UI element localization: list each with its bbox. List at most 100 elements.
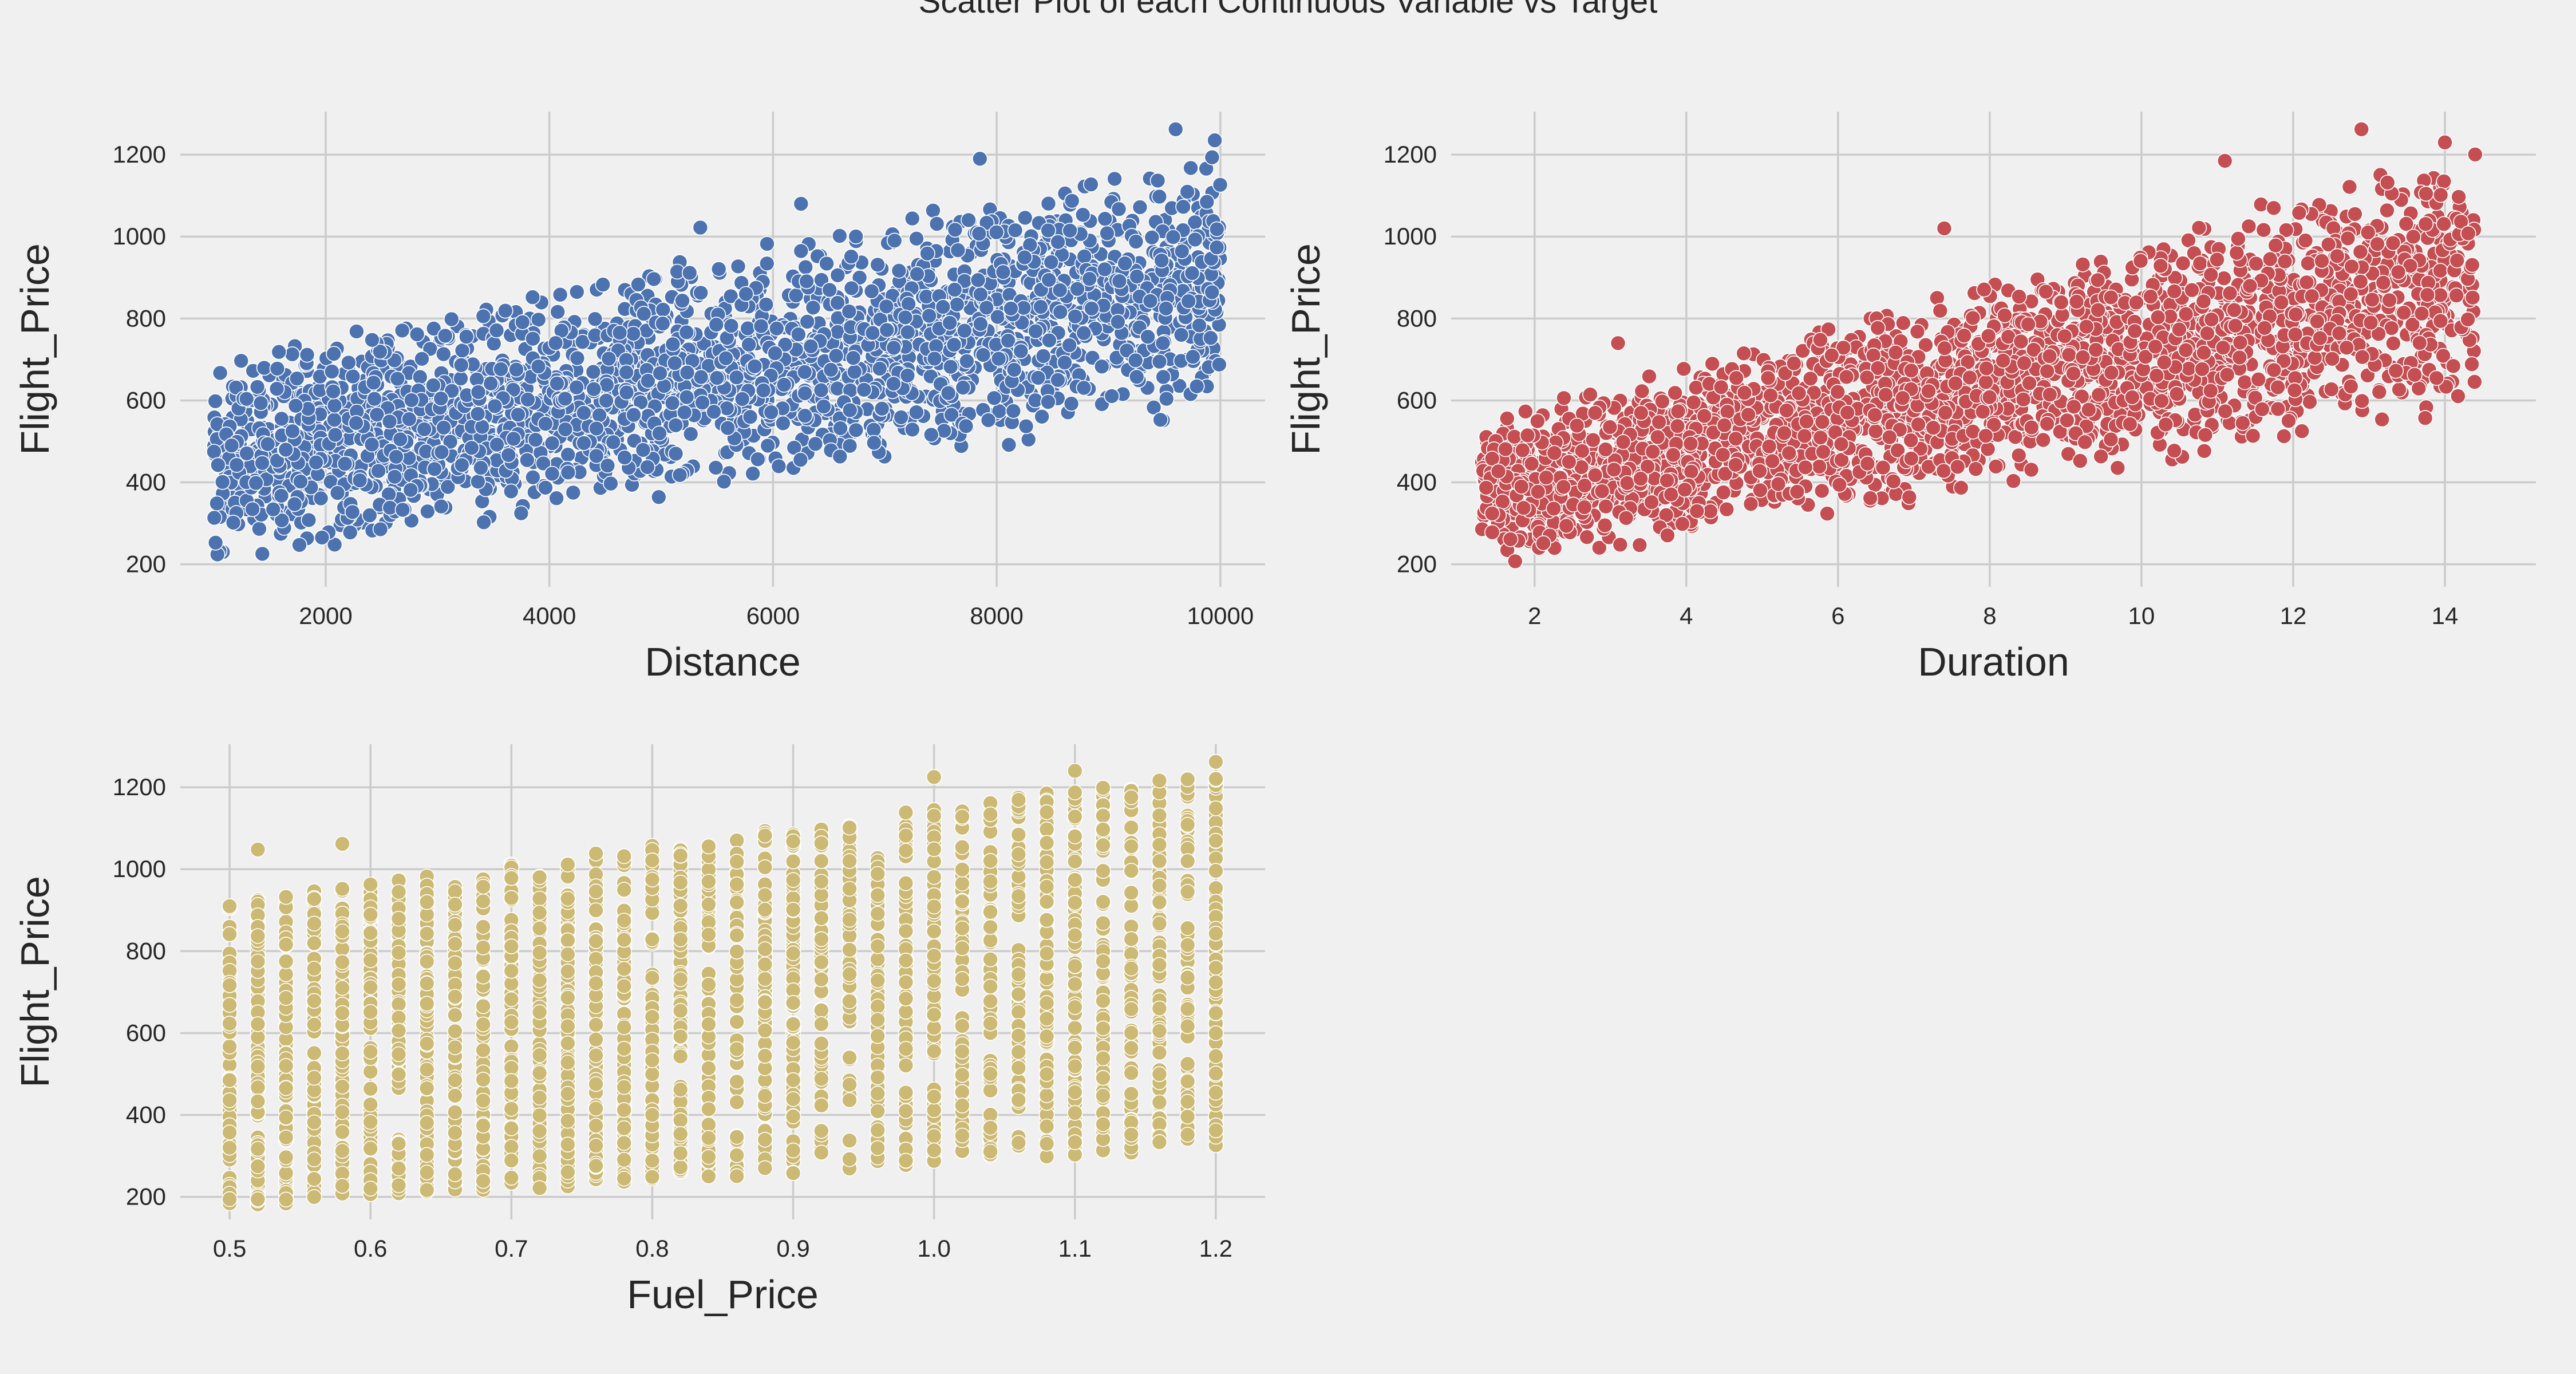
scatter-point xyxy=(758,297,775,313)
scatter-points-duration xyxy=(1474,121,2483,570)
scatter-point xyxy=(813,382,829,398)
scatter-point xyxy=(326,412,342,428)
scatter-point xyxy=(2385,335,2401,352)
scatter-point xyxy=(942,358,959,375)
scatter-point xyxy=(209,495,225,512)
scatter-point xyxy=(425,377,441,393)
scatter-point xyxy=(599,457,616,474)
scatter-point xyxy=(520,392,536,408)
scatter-point xyxy=(409,326,425,342)
scatter-point xyxy=(2065,365,2081,382)
scatter-point xyxy=(625,326,642,342)
scatter-point xyxy=(720,420,736,436)
scatter-point xyxy=(1013,343,1029,360)
scatter-point xyxy=(248,475,264,491)
scatter-point xyxy=(797,408,813,424)
scatter-point xyxy=(971,226,987,242)
scatter-point xyxy=(1104,388,1120,404)
scatter-point xyxy=(2277,253,2293,270)
scatter-point xyxy=(514,314,531,330)
scatter-point xyxy=(767,345,783,361)
scatter-point xyxy=(832,228,848,244)
scatter-point xyxy=(314,530,330,546)
scatter-point xyxy=(1530,413,1546,429)
scatter-point xyxy=(2226,302,2242,318)
scatter-point xyxy=(738,286,754,302)
y-tick-label: 1000 xyxy=(1384,223,1437,250)
scatter-point xyxy=(1018,418,1034,435)
y-axis-label: Flight_Price xyxy=(1283,243,1328,455)
scatter-point xyxy=(278,441,294,458)
scatter-point xyxy=(210,457,226,473)
scatter-point xyxy=(386,468,403,485)
y-tick-label: 200 xyxy=(126,551,166,578)
scatter-point xyxy=(950,242,966,258)
scatter-point xyxy=(2464,289,2481,306)
scatter-point xyxy=(1499,410,1515,427)
scatter-point xyxy=(741,337,757,353)
scatter-point xyxy=(591,407,607,424)
x-axis-label: Duration xyxy=(1918,639,2069,684)
scatter-point xyxy=(560,464,576,481)
scatter-point xyxy=(351,472,368,488)
scatter-point xyxy=(842,402,858,418)
scatter-point xyxy=(1175,199,1191,215)
scatter-point xyxy=(864,325,881,341)
scatter-point xyxy=(841,303,858,319)
scatter-point xyxy=(2398,216,2415,232)
scatter-point xyxy=(970,272,986,289)
scatter-point xyxy=(1074,207,1091,223)
scatter-point xyxy=(249,379,266,395)
scatter-point xyxy=(718,350,734,366)
scatter-point xyxy=(904,210,920,227)
subplot-distance: 2000 4000 6000 8000 100002004006008001000120… xyxy=(13,112,1265,684)
scatter-point xyxy=(323,364,340,380)
scatter-point xyxy=(949,297,965,313)
scatter-point xyxy=(1506,429,1523,445)
scatter-point xyxy=(1796,428,1813,444)
scatter-point xyxy=(886,232,903,249)
scatter-point xyxy=(2354,393,2370,409)
scatter-point xyxy=(694,394,710,411)
x-tick-label: 14 xyxy=(2432,602,2459,629)
scatter-point xyxy=(268,381,285,397)
scatter-point xyxy=(1097,211,1113,227)
scatter-point xyxy=(678,389,695,405)
scatter-point xyxy=(2168,386,2185,402)
scatter-point xyxy=(776,377,792,393)
scatter-point xyxy=(2294,423,2310,439)
scatter-point xyxy=(1659,472,1675,489)
scatter-point xyxy=(485,335,502,352)
scatter-point xyxy=(899,324,916,341)
scatter-point xyxy=(793,243,809,259)
scatter-point xyxy=(929,216,945,232)
scatter-point xyxy=(2197,427,2214,443)
x-tick-label: 4 xyxy=(1680,602,1693,629)
scatter-point xyxy=(433,390,449,406)
scatter-point xyxy=(565,484,582,501)
scatter-point xyxy=(342,524,358,540)
scatter-point xyxy=(723,318,740,334)
scatter-point xyxy=(2298,274,2315,291)
scatter-point xyxy=(635,442,651,458)
scatter-point xyxy=(207,535,224,551)
scatter-point xyxy=(1062,222,1078,239)
scatter-point xyxy=(1667,385,1683,401)
scatter-point xyxy=(2374,411,2390,428)
scatter-point xyxy=(1144,229,1160,246)
scatter-point xyxy=(402,481,419,498)
scatter-point xyxy=(557,421,574,437)
scatter-point xyxy=(2109,460,2126,476)
scatter-point xyxy=(1212,176,1228,193)
scatter-point xyxy=(2158,416,2174,433)
scatter-point xyxy=(2015,391,2032,408)
scatter-point xyxy=(682,426,699,442)
scatter-point xyxy=(1495,493,1511,510)
y-tick-label: 800 xyxy=(1397,305,1437,331)
scatter-point xyxy=(489,436,505,453)
scatter-point xyxy=(667,445,684,462)
scatter-point xyxy=(1953,480,1969,496)
scatter-point xyxy=(900,296,916,312)
scatter-point xyxy=(228,457,245,473)
scatter-point xyxy=(2451,189,2467,205)
